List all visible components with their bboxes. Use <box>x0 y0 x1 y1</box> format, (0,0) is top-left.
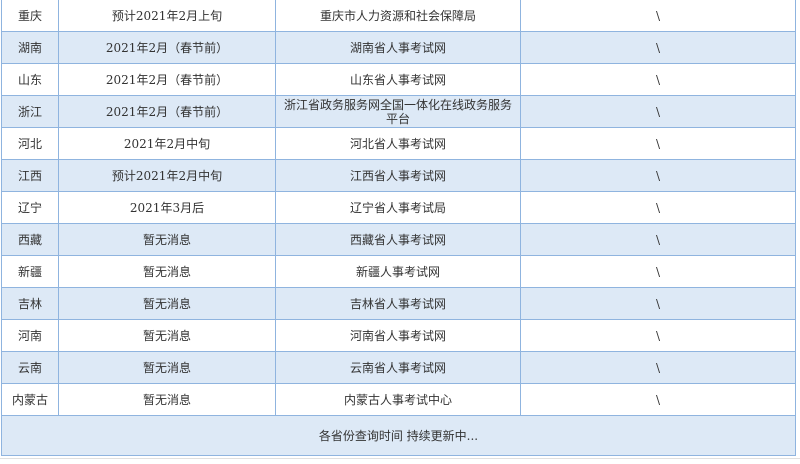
sheet-gridline <box>0 458 800 464</box>
province-cell: 河北 <box>1 127 59 160</box>
query-site-cell: 河北省人事考试网 <box>275 127 521 160</box>
query-time-cell: 暂无消息 <box>58 383 276 416</box>
query-time-cell: 暂无消息 <box>58 223 276 256</box>
province-cell: 新疆 <box>1 255 59 288</box>
note-cell: \ <box>520 95 796 128</box>
query-site-cell: 吉林省人事考试网 <box>275 287 521 320</box>
note-cell: \ <box>520 31 796 64</box>
table-row: 浙江 2021年2月（春节前） 浙江省政务服务网全国一体化在线政务服务平台 \ <box>1 95 796 128</box>
note-cell: \ <box>520 287 796 320</box>
score-query-table: 重庆 预计2021年2月上旬 重庆市人力资源和社会保障局 \ 湖南 2021年2月（春节前… <box>1 0 796 456</box>
note-cell: \ <box>520 383 796 416</box>
query-site-cell: 新疆人事考试网 <box>275 255 521 288</box>
query-site-cell: 西藏省人事考试网 <box>275 223 521 256</box>
query-site-cell: 辽宁省人事考试局 <box>275 191 521 224</box>
note-cell: \ <box>520 159 796 192</box>
province-cell: 河南 <box>1 319 59 352</box>
query-time-cell: 预计2021年2月上旬 <box>58 0 276 32</box>
table-row: 河南 暂无消息 河南省人事考试网 \ <box>1 319 796 352</box>
query-time-cell: 暂无消息 <box>58 287 276 320</box>
query-time-cell: 暂无消息 <box>58 255 276 288</box>
query-time-cell: 暂无消息 <box>58 351 276 384</box>
province-cell: 辽宁 <box>1 191 59 224</box>
table-row: 湖南 2021年2月（春节前） 湖南省人事考试网 \ <box>1 31 796 64</box>
query-site-cell: 河南省人事考试网 <box>275 319 521 352</box>
table-row: 云南 暂无消息 云南省人事考试网 \ <box>1 351 796 384</box>
note-cell: \ <box>520 191 796 224</box>
query-site-cell: 内蒙古人事考试中心 <box>275 383 521 416</box>
query-site-cell: 湖南省人事考试网 <box>275 31 521 64</box>
province-cell: 西藏 <box>1 223 59 256</box>
table-row: 山东 2021年2月（春节前） 山东省人事考试网 \ <box>1 63 796 96</box>
province-cell: 云南 <box>1 351 59 384</box>
query-site-cell: 云南省人事考试网 <box>275 351 521 384</box>
query-time-cell: 2021年2月（春节前） <box>58 95 276 128</box>
query-site-cell: 重庆市人力资源和社会保障局 <box>275 0 521 32</box>
province-cell: 吉林 <box>1 287 59 320</box>
query-time-cell: 预计2021年2月中旬 <box>58 159 276 192</box>
province-cell: 内蒙古 <box>1 383 59 416</box>
table-row: 重庆 预计2021年2月上旬 重庆市人力资源和社会保障局 \ <box>1 0 796 32</box>
table-row: 河北 2021年2月中旬 河北省人事考试网 \ <box>1 127 796 160</box>
province-cell: 重庆 <box>1 0 59 32</box>
note-cell: \ <box>520 351 796 384</box>
table-row: 辽宁 2021年3月后 辽宁省人事考试局 \ <box>1 191 796 224</box>
query-time-cell: 暂无消息 <box>58 319 276 352</box>
footer-note: 各省份查询时间 持续更新中... <box>1 415 796 456</box>
table-row: 内蒙古 暂无消息 内蒙古人事考试中心 \ <box>1 383 796 416</box>
note-cell: \ <box>520 255 796 288</box>
table-row: 江西 预计2021年2月中旬 江西省人事考试网 \ <box>1 159 796 192</box>
note-cell: \ <box>520 319 796 352</box>
table-row: 吉林 暂无消息 吉林省人事考试网 \ <box>1 287 796 320</box>
query-time-cell: 2021年3月后 <box>58 191 276 224</box>
note-cell: \ <box>520 127 796 160</box>
note-cell: \ <box>520 63 796 96</box>
query-time-cell: 2021年2月中旬 <box>58 127 276 160</box>
table-row: 西藏 暂无消息 西藏省人事考试网 \ <box>1 223 796 256</box>
province-cell: 江西 <box>1 159 59 192</box>
note-cell: \ <box>520 0 796 32</box>
note-cell: \ <box>520 223 796 256</box>
province-cell: 浙江 <box>1 95 59 128</box>
query-site-cell: 山东省人事考试网 <box>275 63 521 96</box>
province-cell: 湖南 <box>1 31 59 64</box>
query-time-cell: 2021年2月（春节前） <box>58 63 276 96</box>
province-cell: 山东 <box>1 63 59 96</box>
table-row: 新疆 暂无消息 新疆人事考试网 \ <box>1 255 796 288</box>
query-site-cell: 江西省人事考试网 <box>275 159 521 192</box>
query-site-cell: 浙江省政务服务网全国一体化在线政务服务平台 <box>275 95 521 128</box>
query-time-cell: 2021年2月（春节前） <box>58 31 276 64</box>
